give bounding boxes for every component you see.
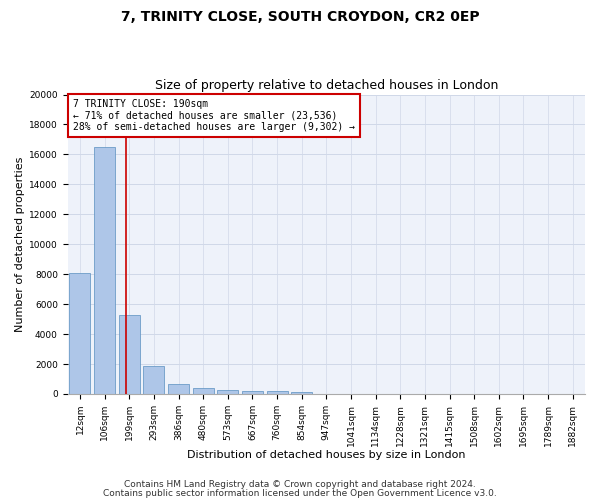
Bar (217, 390, 238, 394)
Text: 7, TRINITY CLOSE, SOUTH CROYDON, CR2 0EP: 7, TRINITY CLOSE, SOUTH CROYDON, CR2 0EP (121, 10, 479, 24)
Bar (94, 147, 115, 394)
Y-axis label: Number of detached properties: Number of detached properties (15, 156, 25, 332)
Bar (70, 272, 91, 394)
Title: Size of property relative to detached houses in London: Size of property relative to detached ho… (155, 79, 498, 92)
Text: 7 TRINITY CLOSE: 190sqm
← 71% of detached houses are smaller (23,536)
28% of sem: 7 TRINITY CLOSE: 190sqm ← 71% of detache… (73, 99, 355, 132)
Text: Contains public sector information licensed under the Open Government Licence v3: Contains public sector information licen… (103, 488, 497, 498)
Text: Contains HM Land Registry data © Crown copyright and database right 2024.: Contains HM Land Registry data © Crown c… (124, 480, 476, 489)
Bar (291, 392, 312, 394)
Bar (143, 366, 164, 394)
Bar (168, 384, 189, 394)
Bar (266, 392, 287, 394)
X-axis label: Distribution of detached houses by size in London: Distribution of detached houses by size … (187, 450, 466, 460)
Bar (193, 388, 214, 394)
Bar (119, 314, 140, 394)
Bar (242, 390, 263, 394)
